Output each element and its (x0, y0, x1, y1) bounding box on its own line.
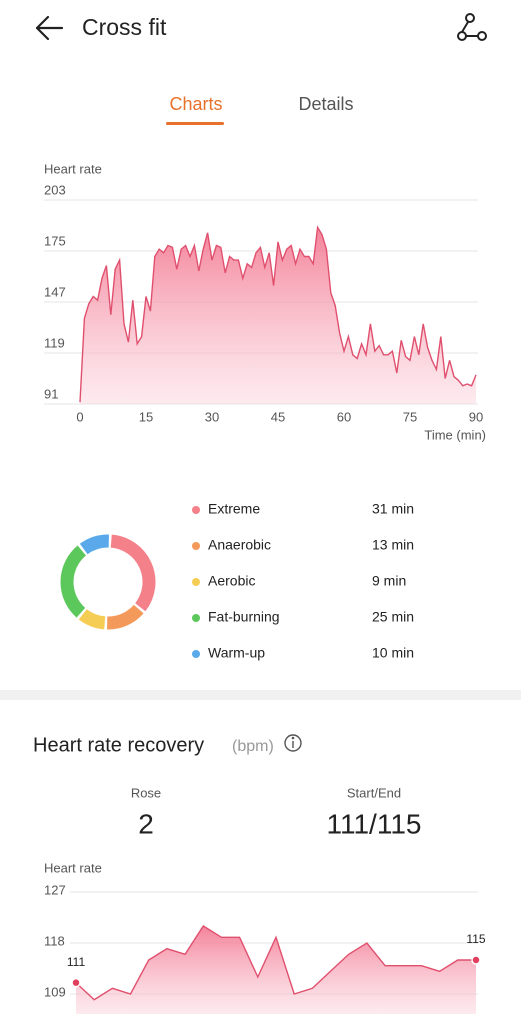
stat-value: 111/115 (327, 808, 422, 839)
legend-dot (192, 542, 200, 550)
donut-segment (79, 534, 110, 555)
unit: (bpm) (232, 738, 274, 755)
zone-duration: 31 min (372, 501, 414, 517)
x-tick-label: 15 (139, 409, 153, 424)
legend-dot (192, 650, 200, 658)
zone-duration: 10 min (372, 645, 414, 661)
y-tick-label: 175 (44, 233, 66, 248)
donut-segment (106, 604, 144, 630)
zone-duration: 9 min (372, 573, 406, 589)
x-axis-label: Time (min) (424, 427, 486, 442)
y-axis-label: Heart rate (44, 161, 102, 176)
x-tick-label: 45 (271, 409, 285, 424)
legend-label: Anaerobic (208, 537, 271, 553)
area-fill (76, 926, 476, 1014)
y-tick-label: 118 (44, 933, 65, 948)
legend-label: Extreme (208, 501, 260, 517)
y-tick-label: 109 (44, 984, 66, 999)
zone-duration: 13 min (372, 537, 414, 553)
donut-segment (78, 608, 106, 630)
legend-dot (192, 614, 200, 622)
x-tick-label: 75 (403, 409, 417, 424)
y-tick-label: 119 (44, 335, 65, 350)
x-tick-label: 30 (205, 409, 219, 424)
x-tick-label: 90 (469, 409, 483, 424)
end-point (71, 977, 81, 988)
y-tick-label: 203 (44, 182, 66, 197)
legend-label: Warm-up (208, 645, 265, 661)
route-button[interactable] (457, 13, 487, 41)
y-tick-label: 147 (44, 284, 66, 299)
page-title: Cross fit (82, 14, 167, 40)
stat-value: 2 (138, 808, 154, 839)
back-button[interactable] (35, 15, 64, 41)
area-fill (80, 227, 476, 404)
tab[interactable]: Charts (169, 94, 222, 114)
line (75, 925, 476, 1001)
point-label: 111 (67, 955, 86, 969)
tab[interactable]: Details (298, 94, 353, 114)
y-axis-label: Heart rate (44, 860, 102, 875)
x-tick-label: 60 (337, 409, 351, 424)
point-label: 115 (466, 932, 485, 946)
x-tick-label: 0 (76, 409, 83, 424)
stat-label: Start/End (347, 785, 401, 800)
line (79, 225, 477, 403)
section-title: Heart rate recovery (33, 734, 204, 756)
y-tick-label: 127 (44, 882, 66, 897)
info-icon[interactable] (284, 734, 302, 752)
section-divider (0, 690, 521, 700)
donut-segment (110, 534, 156, 612)
legend-dot (192, 506, 200, 514)
zone-duration: 25 min (372, 609, 414, 625)
stat-label: Rose (131, 785, 161, 800)
legend-label: Aerobic (208, 573, 255, 589)
legend-dot (192, 578, 200, 586)
y-tick-label: 91 (44, 386, 58, 401)
tab-indicator (166, 122, 224, 125)
end-point (471, 955, 481, 965)
donut-segment (60, 545, 87, 618)
legend-label: Fat-burning (208, 609, 280, 625)
